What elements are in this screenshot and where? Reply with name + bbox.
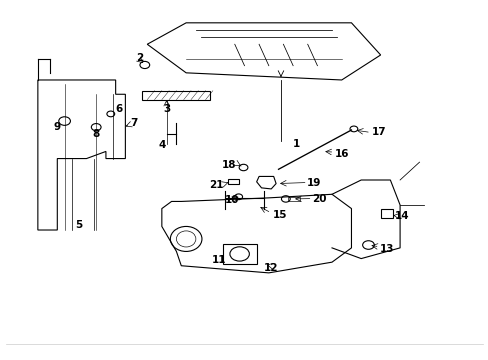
Bar [228, 179, 239, 184]
Text: 11: 11 [211, 255, 226, 265]
Text: 17: 17 [371, 127, 386, 138]
Text: 3: 3 [163, 104, 170, 113]
Text: 16: 16 [334, 149, 348, 159]
Bar [222, 244, 256, 264]
Text: 7: 7 [130, 118, 137, 128]
Bar [287, 197, 300, 201]
Text: 20: 20 [312, 194, 326, 203]
Text: 19: 19 [306, 177, 321, 188]
Text: 21: 21 [209, 180, 223, 190]
Text: 10: 10 [224, 195, 239, 205]
Text: 14: 14 [394, 211, 409, 221]
Text: 4: 4 [158, 140, 165, 150]
Text: 8: 8 [92, 129, 100, 139]
Text: 1: 1 [292, 139, 300, 149]
Text: 2: 2 [136, 53, 143, 63]
Text: 13: 13 [379, 244, 393, 253]
Text: 15: 15 [272, 210, 286, 220]
Bar [142, 91, 210, 100]
Text: 6: 6 [116, 104, 122, 113]
Text: 12: 12 [264, 263, 278, 273]
Bar [380, 208, 392, 217]
Text: 18: 18 [222, 159, 236, 170]
Text: 5: 5 [76, 220, 82, 230]
Text: 9: 9 [54, 122, 61, 132]
